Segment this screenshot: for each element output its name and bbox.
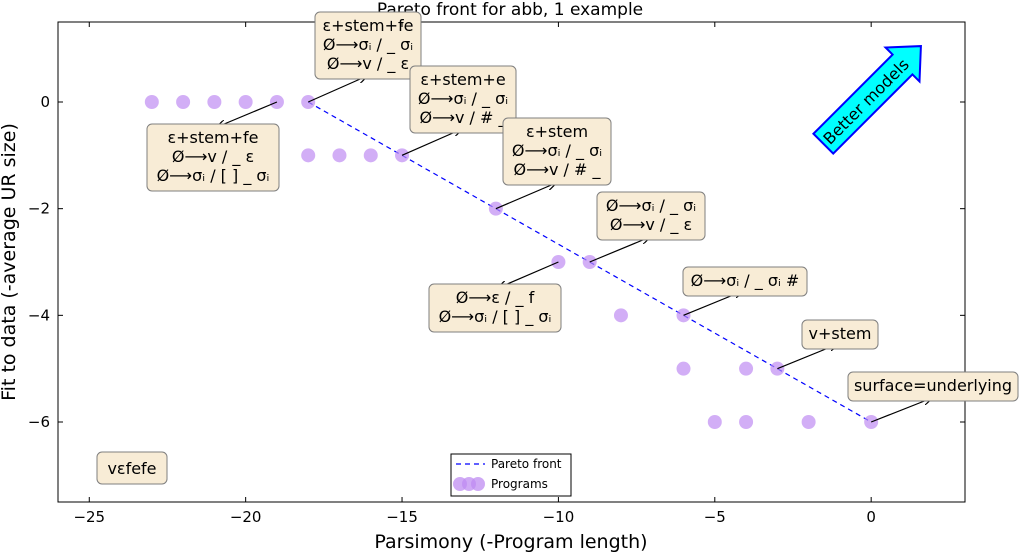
legend-point-swatch xyxy=(471,477,485,491)
annotation-text: surface=underlying xyxy=(854,376,1012,395)
annotation-arrow xyxy=(495,183,556,210)
program-point xyxy=(301,148,316,163)
annotation-box xyxy=(596,191,706,241)
program-point xyxy=(207,95,222,109)
annotation-arrow xyxy=(589,237,650,263)
annotation-arrow xyxy=(307,76,367,103)
x-tick-label: −10 xyxy=(543,508,575,526)
x-tick-label: −15 xyxy=(386,508,418,526)
annotation-text: ε+stem+fe xyxy=(323,16,414,35)
program-point xyxy=(801,415,816,429)
annotation-box xyxy=(847,371,1019,402)
annotation-box xyxy=(801,319,879,350)
program-point xyxy=(739,415,754,429)
legend-label-programs: Programs xyxy=(491,477,548,491)
axis-ticks-group: −25 −20 −15 −10 −5 0 0 −2 −4 −6 xyxy=(28,22,965,526)
annotation-text: Ø⟶σᵢ / [ ] _ σᵢ xyxy=(439,307,552,327)
x-tick-label: −5 xyxy=(704,508,726,526)
annotation-text: Ø⟶ε / _ f xyxy=(456,288,535,308)
y-tick-label: −4 xyxy=(28,306,50,324)
legend-label-pareto: Pareto front xyxy=(491,457,562,471)
annotation-text: Ø⟶v / _ ε xyxy=(327,54,409,74)
annotation-box xyxy=(146,123,280,192)
annotation-boxes-group: ε+stem+feØ⟶v / _ εØ⟶σᵢ / [ ] _ σᵢε+stem+… xyxy=(146,11,1019,402)
chart-title: Pareto front for abb, 1 example xyxy=(377,0,643,20)
x-tick-label: 0 xyxy=(866,508,876,526)
x-tick-label: −20 xyxy=(230,508,262,526)
annotation-box xyxy=(409,65,517,134)
annotation-text: ε+stem+fe xyxy=(168,128,259,147)
annotation-box xyxy=(314,11,422,80)
x-axis-label: Parsimony (-Program length) xyxy=(374,531,647,552)
x-tick-label: −25 xyxy=(73,508,105,526)
legend: Pareto front Programs xyxy=(450,453,572,497)
annotation-text: Ø⟶σᵢ / [ ] _ σᵢ xyxy=(157,166,270,186)
annotation-box xyxy=(682,266,808,297)
corner-label-box xyxy=(96,451,168,485)
annotation-text: Ø⟶σᵢ / _ σᵢ xyxy=(512,141,602,161)
program-point xyxy=(739,361,754,376)
annotation-arrow xyxy=(217,101,278,127)
corner-label: vɛfefe xyxy=(96,451,168,485)
annotation-text: Ø⟶σᵢ / _ σᵢ xyxy=(418,89,508,109)
program-point xyxy=(144,95,159,109)
annotation-text: Ø⟶v / # _ xyxy=(419,108,507,128)
program-point xyxy=(613,308,628,323)
annotation-text: Ø⟶σᵢ / _ σᵢ xyxy=(323,35,413,55)
better-models-arrow-shape xyxy=(812,45,922,155)
y-axis-label: Fit to data (-average UR size) xyxy=(0,123,20,401)
annotation-text: v+stem xyxy=(809,324,872,343)
program-point xyxy=(238,95,253,109)
annotation-text: ε+stem xyxy=(526,122,588,141)
annotation-box xyxy=(502,117,612,186)
annotation-box xyxy=(428,283,562,333)
corner-label-text: vɛfefe xyxy=(107,459,156,478)
y-tick-label: 0 xyxy=(40,93,50,111)
program-point xyxy=(332,148,347,163)
program-point xyxy=(176,95,191,109)
annotation-text: ε+stem+e xyxy=(420,70,505,89)
annotation-text: Ø⟶v / _ ε xyxy=(172,147,254,167)
program-point xyxy=(363,148,378,163)
y-tick-label: −6 xyxy=(28,413,50,431)
y-tick-label: −2 xyxy=(28,200,50,218)
annotation-text: Ø⟶v / # _ xyxy=(513,160,601,180)
annotation-text: Ø⟶v / _ ε xyxy=(610,215,692,235)
annotation-text: Ø⟶σᵢ / _ σᵢ # xyxy=(691,271,800,291)
annotation-arrow xyxy=(870,398,932,423)
annotation-text: Ø⟶σᵢ / _ σᵢ xyxy=(606,196,696,216)
program-point xyxy=(707,415,722,429)
program-point xyxy=(676,361,691,376)
